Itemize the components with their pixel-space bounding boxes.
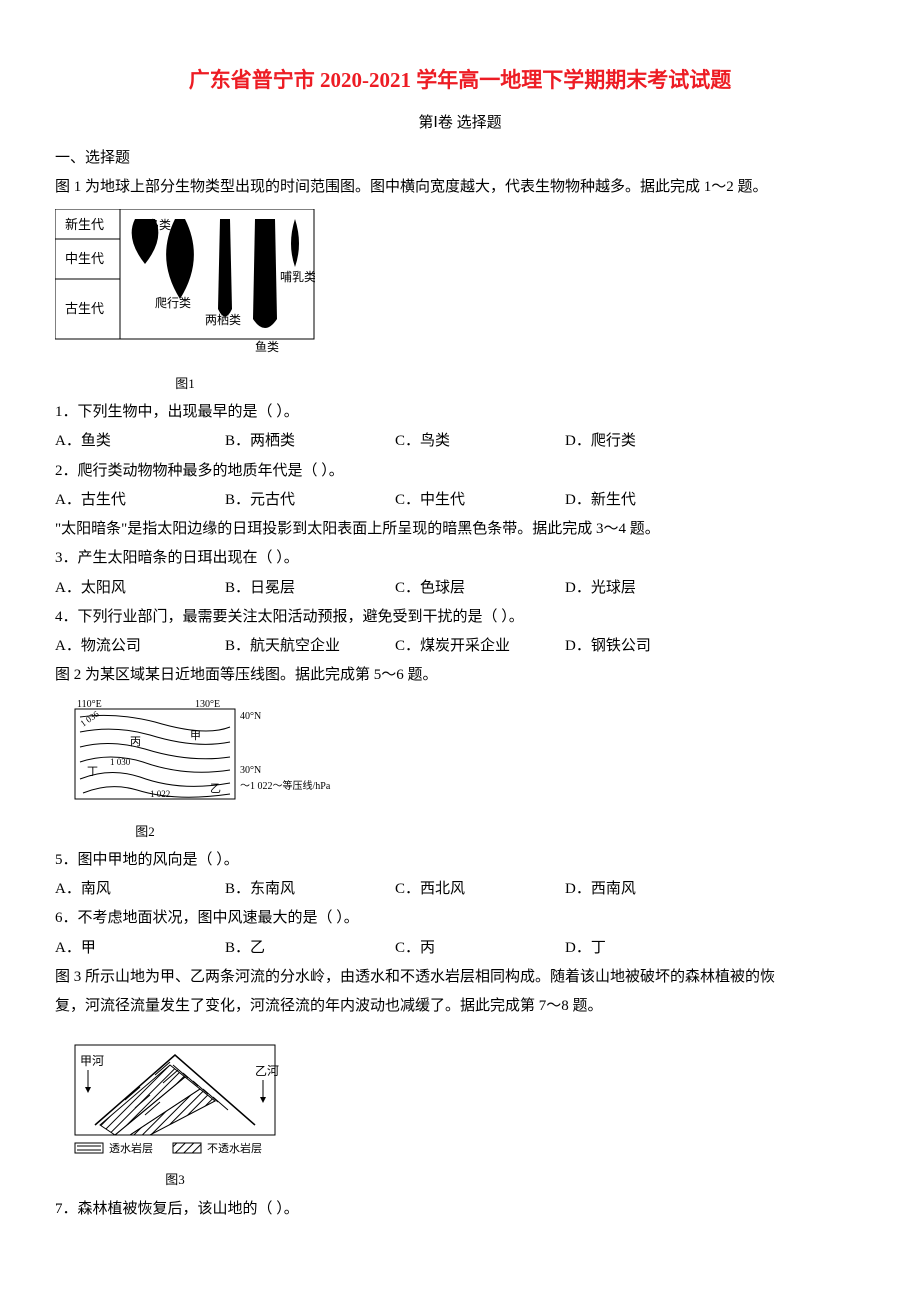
q2-opt-c: C．中生代 [395,486,565,515]
q4-opt-d: D．钢铁公司 [565,632,651,661]
legend-impermeable: 不透水岩层 [207,1141,262,1155]
question-4: 4．下列行业部门，最需要关注太阳活动预报，避免受到干扰的是（ ）。 [55,603,865,632]
question-1: 1．下列生物中，出现最早的是（ ）。 [55,398,865,427]
iso-1022: 1 022 [150,789,170,799]
question-2-options: A．古生代 B．元古代 C．中生代 D．新生代 [55,486,865,515]
figure-3-svg: 甲河 乙河 透水岩层 不透水岩层 [55,1035,295,1165]
intro-q5-6: 图 2 为某区域某日近地面等压线图。据此完成第 5～6 题。 [55,661,865,690]
iso-1030: 1 030 [110,757,131,767]
q5-opt-a: A．南风 [55,875,225,904]
q3-opt-a: A．太阳风 [55,574,225,603]
question-3: 3．产生太阳暗条的日珥出现在（ ）。 [55,544,865,573]
pt-ding: 丁 [87,766,98,778]
figure-3: 甲河 乙河 透水岩层 不透水岩层 图3 [55,1035,865,1192]
figure-1-svg: 新生代 中生代 古生代 鸟类 爬行类 两栖类 鱼类 哺乳类 [55,209,315,369]
label-river-yi: 乙河 [255,1064,279,1078]
era-cenozoic: 新生代 [65,217,104,232]
intro-q7-8-line2: 复，河流径流量发生了变化，河流径流的年内波动也减缓了。据此完成第 7～8 题。 [55,992,865,1021]
question-4-options: A．物流公司 B．航天航空企业 C．煤炭开采企业 D．钢铁公司 [55,632,865,661]
question-5: 5．图中甲地的风向是（ ）。 [55,846,865,875]
question-7: 7．森林植被恢复后，该山地的（ ）。 [55,1195,865,1224]
label-reptile: 爬行类 [155,296,191,310]
pt-bing: 丙 [130,736,141,748]
lat-40: 40°N [240,711,261,722]
intro-q1-2: 图 1 为地球上部分生物类型出现的时间范围图。图中横向宽度越大，代表生物物种越多… [55,173,865,202]
label-river-jia: 甲河 [80,1054,104,1068]
question-2: 2．爬行类动物物种最多的地质年代是（ ）。 [55,457,865,486]
q1-opt-d: D．爬行类 [565,427,636,456]
q1-opt-b: B．两栖类 [225,427,395,456]
label-mammal: 哺乳类 [280,270,315,284]
isobar-legend: ～1 022～等压线/hPa [240,779,331,792]
q5-opt-c: C．西北风 [395,875,565,904]
q4-opt-a: A．物流公司 [55,632,225,661]
q2-opt-d: D．新生代 [565,486,636,515]
intro-q7-8-line1: 图 3 所示山地为甲、乙两条河流的分水岭，由透水和不透水岩层相同构成。随着该山地… [55,963,865,992]
q2-opt-a: A．古生代 [55,486,225,515]
question-3-options: A．太阳风 B．日冕层 C．色球层 D．光球层 [55,574,865,603]
label-amphibian: 两栖类 [205,312,241,327]
q1-opt-a: A．鱼类 [55,427,225,456]
pt-jia: 甲 [190,730,201,742]
lat-30: 30°N [240,765,261,776]
question-5-options: A．南风 B．东南风 C．西北风 D．西南风 [55,875,865,904]
figure-2-svg: 110°E 130°E 40°N 30°N ～1 022～等压线/hPa 1 0… [55,697,335,817]
paper-part-title: 第Ⅰ卷 选择题 [55,109,865,138]
lon-130: 130°E [195,699,220,710]
q3-opt-b: B．日冕层 [225,574,395,603]
q4-opt-c: C．煤炭开采企业 [395,632,565,661]
q6-opt-a: A．甲 [55,934,225,963]
question-6-options: A．甲 B．乙 C．丙 D．丁 [55,934,865,963]
label-bird: 鸟类 [147,217,171,232]
q2-opt-b: B．元古代 [225,486,395,515]
q1-opt-c: C．鸟类 [395,427,565,456]
figure-1-caption: 图1 [55,371,315,396]
q6-opt-b: B．乙 [225,934,395,963]
label-fish: 鱼类 [255,340,279,354]
q6-opt-d: D．丁 [565,934,606,963]
q4-opt-b: B．航天航空企业 [225,632,395,661]
legend-permeable: 透水岩层 [109,1141,153,1155]
lon-110: 110°E [77,699,102,710]
figure-2-caption: 图2 [55,819,235,844]
q3-opt-c: C．色球层 [395,574,565,603]
question-6: 6．不考虑地面状况，图中风速最大的是（ ）。 [55,904,865,933]
figure-3-caption: 图3 [55,1167,295,1192]
pt-yi: 乙 [210,782,221,795]
question-1-options: A．鱼类 B．两栖类 C．鸟类 D．爬行类 [55,427,865,456]
era-paleozoic: 古生代 [65,301,104,316]
era-mesozoic: 中生代 [65,251,104,266]
q5-opt-d: D．西南风 [565,875,636,904]
q6-opt-c: C．丙 [395,934,565,963]
q3-opt-d: D．光球层 [565,574,636,603]
figure-2: 110°E 130°E 40°N 30°N ～1 022～等压线/hPa 1 0… [55,697,865,844]
section-1-heading: 一、选择题 [55,144,865,173]
figure-1: 新生代 中生代 古生代 鸟类 爬行类 两栖类 鱼类 哺乳类 图1 [55,209,865,396]
q5-opt-b: B．东南风 [225,875,395,904]
exam-title: 广东省普宁市 2020-2021 学年高一地理下学期期末考试试题 [55,60,865,101]
intro-q3-4: "太阳暗条"是指太阳边缘的日珥投影到太阳表面上所呈现的暗黑色条带。据此完成 3～… [55,515,865,544]
